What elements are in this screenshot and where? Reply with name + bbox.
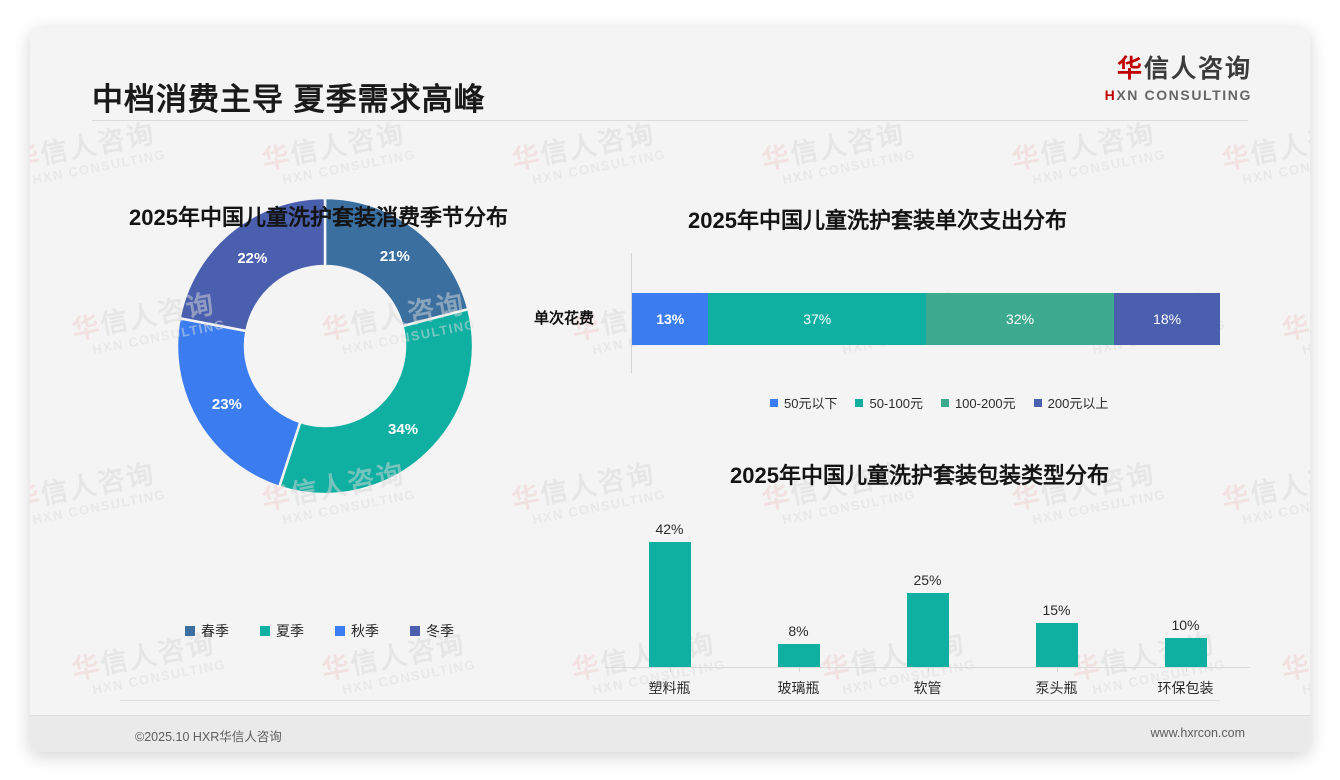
column-bar-group[interactable]: 10% bbox=[1121, 504, 1250, 668]
stacked-bar-segment[interactable]: 13% bbox=[632, 293, 709, 345]
slide-header: 中档消费主导 夏季需求高峰 华信人咨询 HXN CONSULTING bbox=[30, 28, 1310, 121]
column-chart-axis-tick bbox=[1056, 667, 1058, 672]
column-chart-axis-tick bbox=[798, 667, 800, 672]
legend-swatch-icon bbox=[335, 626, 345, 636]
column-bar-value-label: 25% bbox=[913, 572, 942, 588]
donut-legend-label: 春季 bbox=[201, 623, 229, 639]
stacked-bar-legend-item[interactable]: 100-200元 bbox=[940, 393, 1016, 412]
logo-en-rest: XN CONSULTING bbox=[1116, 86, 1252, 103]
page-title: 中档消费主导 夏季需求高峰 bbox=[92, 82, 486, 117]
column-bar-category-label: 环保包装 bbox=[1157, 680, 1214, 696]
company-logo: 华信人咨询 HXN CONSULTING bbox=[1105, 55, 1252, 103]
column-bar[interactable] bbox=[777, 644, 820, 668]
legend-swatch-icon bbox=[770, 398, 778, 407]
donut-legend-label: 夏季 bbox=[276, 623, 304, 639]
legend-swatch-icon bbox=[855, 398, 864, 407]
column-chart-title: 2025年中国儿童洗护套装包装类型分布 bbox=[730, 463, 1109, 488]
stacked-bar-legend-label: 50-100元 bbox=[869, 396, 923, 411]
column-bar-group[interactable]: 8% bbox=[734, 504, 863, 668]
column-chart-axis-tick bbox=[669, 667, 671, 672]
legend-swatch-icon bbox=[410, 626, 420, 636]
stacked-bar-legend: 50元以下 50-100元 100-200元 200元以上 bbox=[770, 393, 1108, 412]
column-bar[interactable] bbox=[1164, 638, 1207, 668]
donut-slice[interactable] bbox=[323, 196, 470, 328]
column-chart-category-axis: 塑料瓶 玻璃瓶 软管 泵头瓶 环保包装 bbox=[605, 678, 1250, 698]
stacked-bar-segment[interactable]: 32% bbox=[925, 293, 1115, 345]
donut-legend-item[interactable]: 秋季 bbox=[335, 621, 379, 641]
column-chart-plot: 42% 8% 25% 15% 10% bbox=[605, 504, 1250, 668]
legend-swatch-icon bbox=[260, 626, 270, 636]
column-bar[interactable] bbox=[648, 542, 691, 668]
donut-slice-label: 21% bbox=[380, 248, 410, 265]
donut-slice[interactable] bbox=[175, 316, 302, 489]
column-chart-axis-tick bbox=[927, 667, 929, 672]
column-bar-value-label: 15% bbox=[1042, 602, 1071, 618]
stacked-bar-segment[interactable]: 37% bbox=[708, 293, 926, 345]
column-bar-category-label: 塑料瓶 bbox=[648, 680, 691, 696]
copyright-text: ©2025.10 HXR华信人咨询 bbox=[135, 730, 282, 744]
logo-chinese: 华信人咨询 bbox=[1105, 55, 1252, 84]
donut-legend-item[interactable]: 春季 bbox=[185, 621, 229, 641]
donut-slice-label: 22% bbox=[237, 250, 267, 267]
logo-english: HXN CONSULTING bbox=[1105, 87, 1252, 103]
column-bar-group[interactable]: 25% bbox=[863, 504, 992, 668]
stacked-bar-legend-label: 100-200元 bbox=[954, 396, 1016, 411]
donut-slice[interactable] bbox=[178, 196, 327, 333]
column-bar[interactable] bbox=[906, 593, 949, 668]
stacked-bar-category-label: 单次花费 bbox=[534, 310, 595, 327]
donut-legend-item[interactable]: 冬季 bbox=[410, 621, 454, 641]
donut-slice-label: 23% bbox=[212, 396, 242, 413]
footnote-divider bbox=[120, 700, 1220, 701]
donut-slice-label: 34% bbox=[388, 421, 418, 438]
stacked-bar-legend-label: 50元以下 bbox=[784, 396, 838, 411]
legend-swatch-icon bbox=[185, 626, 195, 636]
donut-legend: 春季 夏季 秋季 冬季 bbox=[185, 621, 454, 641]
column-bar-category-label: 泵头瓶 bbox=[1035, 680, 1078, 696]
stacked-bar-legend-item[interactable]: 200元以上 bbox=[1033, 393, 1109, 412]
donut-slice[interactable] bbox=[277, 307, 475, 496]
donut-legend-label: 秋季 bbox=[351, 623, 379, 639]
column-bar-category-label: 软管 bbox=[913, 680, 942, 696]
stacked-bar-segment[interactable]: 18% bbox=[1114, 293, 1220, 345]
donut-legend-item[interactable]: 夏季 bbox=[260, 621, 304, 641]
column-bar-group[interactable]: 15% bbox=[992, 504, 1121, 668]
column-bar-group[interactable]: 42% bbox=[605, 504, 734, 668]
stacked-bar-legend-item[interactable]: 50元以下 bbox=[770, 393, 837, 412]
donut-legend-label: 冬季 bbox=[426, 623, 454, 639]
header-divider bbox=[92, 120, 1248, 121]
donut-chart: 21% 34% 23% 22% bbox=[175, 196, 475, 496]
column-bar-category-label: 玻璃瓶 bbox=[777, 680, 820, 696]
stacked-bar-axis bbox=[631, 253, 632, 373]
column-bar-value-label: 42% bbox=[655, 521, 684, 537]
stacked-bar-legend-item[interactable]: 50-100元 bbox=[855, 393, 923, 412]
donut-svg: 21% 34% 23% 22% bbox=[175, 196, 475, 496]
slide-canvas: 华信人咨询 HXN CONSULTING 华信人咨询 HXN CONSULTING 华信… bbox=[30, 28, 1310, 752]
legend-swatch-icon bbox=[1033, 398, 1042, 407]
donut-chart-title: 2025年中国儿童洗护套装消费季节分布 bbox=[129, 205, 508, 230]
column-bar-value-label: 8% bbox=[788, 623, 809, 639]
column-bar[interactable] bbox=[1035, 623, 1078, 668]
logo-cn-rest: 信人咨询 bbox=[1143, 55, 1252, 83]
logo-cn-accent: 华 bbox=[1116, 55, 1144, 83]
column-bar-value-label: 10% bbox=[1171, 617, 1200, 633]
slide-footer: ©2025.10 HXR华信人咨询 www.hxrcon.com bbox=[30, 715, 1310, 752]
stacked-bar-title: 2025年中国儿童洗护套装单次支出分布 bbox=[688, 208, 1067, 233]
stacked-bar-legend-label: 200元以上 bbox=[1047, 396, 1109, 411]
logo-en-accent: H bbox=[1104, 86, 1117, 103]
column-chart-axis-tick bbox=[1185, 667, 1187, 672]
stacked-bar-track: 13% 37% 32% 18% bbox=[632, 293, 1220, 345]
legend-swatch-icon bbox=[940, 398, 949, 407]
website-text: www.hxrcon.com bbox=[1150, 726, 1245, 740]
